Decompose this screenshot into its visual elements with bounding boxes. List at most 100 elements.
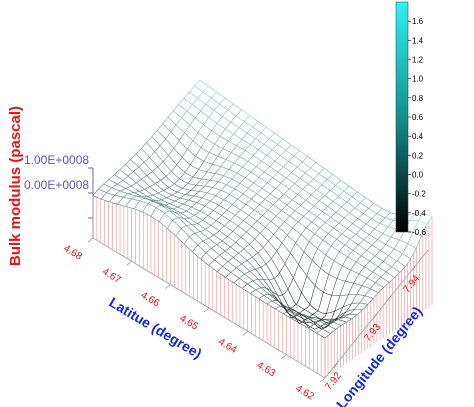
mesh-line (221, 215, 231, 221)
mesh-line (211, 244, 217, 249)
colorbar-tick-label: 0.6 (412, 113, 424, 122)
mesh-line (333, 222, 340, 229)
mesh-line (252, 149, 259, 156)
mesh-line (190, 185, 197, 191)
mesh-line (189, 85, 195, 93)
mesh-line (332, 321, 342, 326)
mesh-line (347, 250, 354, 258)
mesh-line (412, 220, 419, 233)
mesh-line (309, 285, 316, 305)
mesh-line (308, 178, 314, 185)
mesh-line (276, 251, 286, 264)
mesh-line (257, 121, 267, 128)
mesh-line (296, 319, 303, 324)
mesh-line (263, 279, 273, 292)
mesh-line (292, 199, 301, 206)
mesh-line (205, 97, 212, 105)
mesh-line (283, 193, 293, 201)
mesh-line (258, 177, 268, 184)
mesh-line (252, 121, 259, 128)
mesh-line (277, 294, 283, 296)
mesh-line (226, 178, 233, 185)
mesh-line (174, 183, 183, 189)
mesh-line (369, 234, 378, 240)
mesh-line (214, 136, 221, 145)
mesh-line (217, 175, 224, 182)
mesh-line (409, 213, 416, 221)
mesh-line (271, 251, 277, 259)
mesh-line (219, 250, 226, 256)
mesh-line (324, 190, 331, 196)
mesh-line (164, 203, 170, 205)
mesh-line (256, 193, 266, 200)
mesh-line (259, 204, 269, 211)
mesh-line (123, 193, 129, 198)
mesh-line (367, 298, 374, 305)
mesh-line (281, 204, 288, 211)
mesh-line (211, 248, 220, 256)
mesh-line (333, 260, 343, 267)
mesh-line (218, 181, 227, 186)
mesh-line (383, 282, 390, 288)
mesh-line (292, 277, 302, 293)
mesh-line (193, 195, 203, 199)
mesh-line (319, 222, 326, 228)
mesh-line (227, 231, 233, 237)
mesh-line (156, 207, 165, 214)
mesh-line (158, 190, 164, 194)
mesh-line (219, 230, 228, 237)
mesh-line (300, 227, 307, 235)
mesh-line (193, 176, 202, 180)
mesh-line (240, 209, 250, 216)
mesh-line (222, 148, 232, 153)
mesh-line (279, 263, 286, 273)
mesh-line (293, 316, 303, 323)
mesh-line (272, 300, 278, 302)
mesh-line (356, 309, 363, 315)
mesh-line (211, 130, 221, 137)
mesh-line (161, 205, 168, 208)
mesh-line (421, 224, 427, 237)
mesh-line (230, 242, 236, 248)
mesh-line (239, 177, 246, 184)
mesh-line (147, 194, 153, 197)
mesh-line (273, 234, 283, 244)
mesh-line (272, 172, 279, 178)
mesh-line (297, 216, 304, 223)
latitude-tick (242, 331, 248, 336)
mesh-line (219, 135, 229, 142)
mesh-line (288, 312, 294, 318)
mesh-line (146, 136, 153, 143)
mesh-line (272, 177, 282, 184)
mesh-line (239, 273, 245, 279)
mesh-line (196, 184, 205, 187)
mesh-line (423, 213, 433, 218)
mesh-line (380, 250, 389, 256)
mesh-line (101, 198, 110, 203)
mesh-line (192, 132, 199, 141)
mesh-line (255, 287, 262, 291)
mesh-line (136, 178, 142, 184)
mesh-line (173, 104, 179, 112)
mesh-line (278, 221, 285, 228)
mesh-line (185, 190, 192, 195)
mesh-line (205, 225, 212, 230)
colorbar-tick-label: 1.6 (412, 17, 424, 26)
mesh-line (161, 205, 171, 212)
mesh-line (284, 215, 290, 222)
mesh-line (205, 104, 215, 111)
mesh-line (252, 126, 262, 134)
mesh-line (292, 264, 299, 279)
mesh-line (339, 294, 349, 296)
mesh-line (238, 225, 247, 233)
colorbar-tick-label: 0.0 (412, 171, 424, 180)
mesh-line (302, 156, 308, 163)
mesh-line (141, 175, 148, 180)
mesh-line (212, 181, 219, 188)
mesh-line (204, 180, 211, 187)
mesh-line (215, 173, 224, 177)
mesh-line (305, 167, 311, 174)
mesh-line (299, 323, 309, 329)
mesh-line (296, 166, 306, 174)
mesh-line (331, 245, 340, 252)
